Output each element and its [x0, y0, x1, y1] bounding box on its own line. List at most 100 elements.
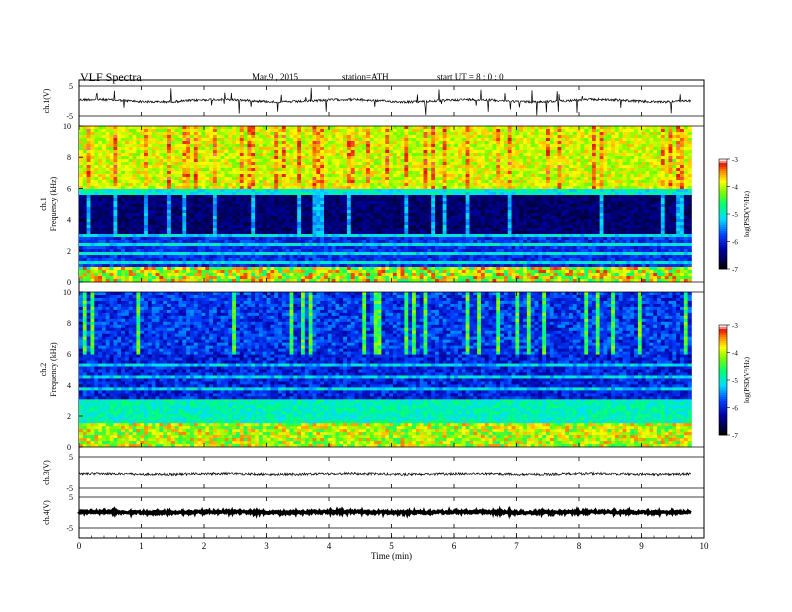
spectrogram-cell	[274, 135, 278, 138]
spectrogram-cell	[163, 192, 167, 195]
spectrogram-cell	[301, 234, 305, 237]
spectrogram-cell	[110, 150, 114, 153]
spectrogram-cell	[339, 273, 343, 276]
spectrogram-cell	[136, 249, 140, 252]
spectrogram-cell	[106, 189, 110, 192]
spectrogram-cell	[205, 171, 209, 174]
spectrogram-cell	[217, 144, 221, 147]
spectrogram-cell	[328, 144, 332, 147]
spectrogram-cell	[286, 138, 290, 141]
spectrogram-cell	[401, 195, 405, 198]
spectrogram-cell	[259, 156, 263, 159]
spectrogram-cell	[408, 138, 412, 141]
spectrogram-cell	[370, 147, 374, 150]
spectrogram-cell	[416, 126, 420, 129]
spectrogram-cell	[251, 162, 255, 165]
spectrogram-cell	[179, 177, 183, 180]
spectrogram-cell	[427, 201, 431, 204]
spectrogram-cell	[335, 150, 339, 153]
spectrogram-cell	[439, 150, 443, 153]
spectrogram-cell	[182, 255, 186, 258]
spectrogram-cell	[259, 243, 263, 246]
spectrogram-cell	[286, 252, 290, 255]
spectrogram-cell	[297, 261, 301, 264]
spectrogram-cell	[106, 135, 110, 138]
spectrogram-cell	[240, 126, 244, 129]
spectrogram-cell	[335, 177, 339, 180]
spectrogram-cell	[198, 150, 202, 153]
spectrogram-cell	[194, 198, 198, 201]
spectrogram-cell	[412, 240, 416, 243]
spectrogram-cell	[125, 129, 129, 132]
spectrogram-cell	[83, 276, 87, 279]
spectrogram-cell	[443, 162, 447, 165]
spectrogram-cell	[316, 153, 320, 156]
spectrogram-cell	[267, 153, 271, 156]
spectrogram-cell	[182, 222, 186, 225]
spectrogram-cell	[355, 252, 359, 255]
spectrogram-cell	[439, 165, 443, 168]
spectrogram-cell	[144, 138, 148, 141]
spectrogram-cell	[163, 126, 167, 129]
spectrogram-cell	[117, 207, 121, 210]
spectrogram-cell	[213, 258, 217, 261]
spectrogram-cell	[397, 150, 401, 153]
spectrogram-cell	[297, 180, 301, 183]
spectrogram-cell	[313, 153, 317, 156]
spectrogram-cell	[202, 246, 206, 249]
spectrogram-cell	[408, 246, 412, 249]
spectrogram-cell	[136, 141, 140, 144]
spectrogram-cell	[140, 237, 144, 240]
spectrogram-cell	[339, 195, 343, 198]
spectrogram-cell	[443, 189, 447, 192]
spectrogram-cell	[416, 276, 420, 279]
spectrogram-cell	[224, 129, 228, 132]
spectrogram-cell	[324, 210, 328, 213]
spectrogram-cell	[228, 255, 232, 258]
spectrogram-cell	[202, 189, 206, 192]
spectrogram-cell	[87, 219, 91, 222]
spectrogram-cell	[435, 150, 439, 153]
spectrogram-cell	[217, 198, 221, 201]
spectrogram-cell	[79, 204, 83, 207]
spectrogram-cell	[270, 201, 274, 204]
spectrogram-cell	[140, 168, 144, 171]
spectrogram-cell	[194, 177, 198, 180]
spectrogram-cell	[240, 201, 244, 204]
spectrogram-cell	[182, 273, 186, 276]
spectrogram-cell	[313, 273, 317, 276]
spectrogram-cell	[393, 126, 397, 129]
spectrogram-cell	[106, 150, 110, 153]
spectrogram-cell	[427, 198, 431, 201]
spectrogram-cell	[339, 174, 343, 177]
spectrogram-cell	[255, 198, 259, 201]
spectrogram-cell	[313, 162, 317, 165]
spectrogram-cell	[144, 258, 148, 261]
spectrogram-cell	[270, 204, 274, 207]
spectrogram-cell	[159, 267, 163, 270]
spectrogram-cell	[416, 210, 420, 213]
spectrogram-cell	[163, 216, 167, 219]
spectrogram-cell	[251, 180, 255, 183]
spectrogram-cell	[140, 156, 144, 159]
spectrogram-cell	[159, 147, 163, 150]
spectrogram-cell	[152, 243, 156, 246]
spectrogram-cell	[163, 270, 167, 273]
spectrogram-cell	[152, 213, 156, 216]
spectrogram-cell	[305, 219, 309, 222]
spectrogram-cell	[117, 201, 121, 204]
spectrogram-cell	[186, 237, 190, 240]
spectrogram-cell	[313, 126, 317, 129]
spectrogram-cell	[290, 219, 294, 222]
spectrogram-cell	[133, 195, 137, 198]
spectrogram-cell	[358, 255, 362, 258]
spectrogram-cell	[186, 264, 190, 267]
spectrogram-cell	[255, 204, 259, 207]
spectrogram-cell	[412, 213, 416, 216]
spectrogram-cell	[412, 150, 416, 153]
spectrogram-cell	[309, 210, 313, 213]
spectrogram-cell	[274, 261, 278, 264]
spectrogram-cell	[443, 237, 447, 240]
spectrogram-cell	[343, 216, 347, 219]
spectrogram-cell	[362, 189, 366, 192]
